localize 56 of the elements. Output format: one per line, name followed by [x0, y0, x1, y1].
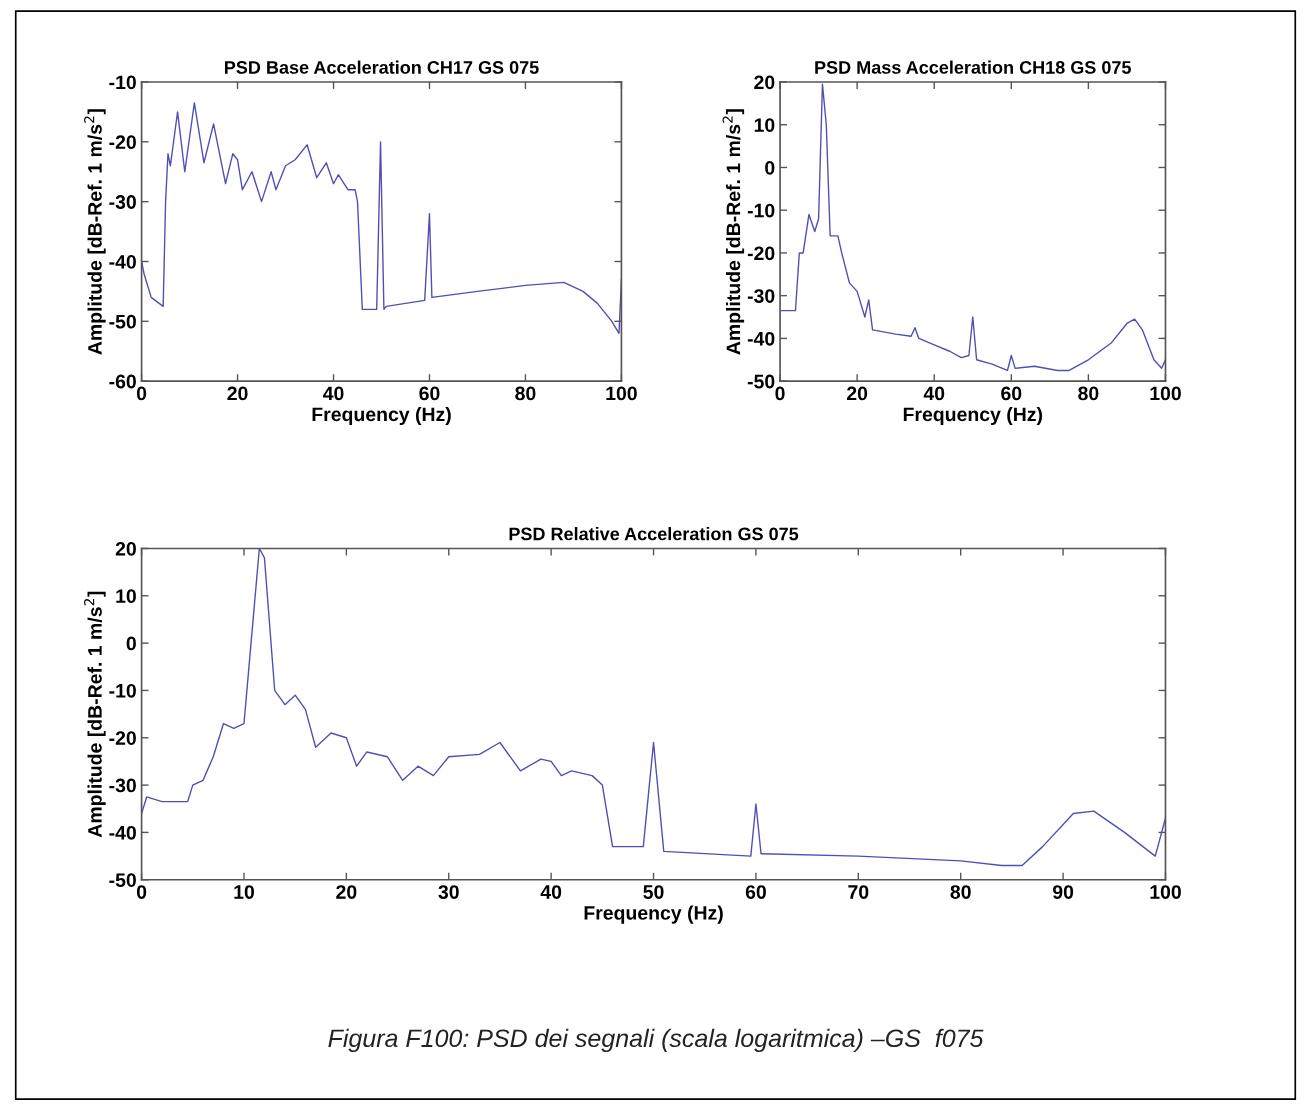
y-tick-label: -10 [109, 683, 136, 698]
y-tick-label: -30 [109, 195, 136, 209]
y-tick-label: -20 [109, 731, 136, 746]
y-tick-label: -10 [109, 75, 136, 90]
y-tick-label: 0 [126, 636, 136, 651]
x-tick-label: 50 [643, 885, 664, 899]
y-tick-label: 0 [765, 160, 775, 175]
y-tick-label: -30 [747, 289, 775, 303]
y-tick-label: -30 [109, 778, 136, 793]
x-tick-label: 90 [1052, 885, 1074, 899]
x-tick-label: 10 [234, 885, 254, 899]
x-tick-label: 70 [848, 885, 869, 899]
x-tick-label: 0 [136, 386, 147, 401]
y-tick-label: -20 [109, 135, 136, 150]
y-tick-label: -50 [747, 374, 775, 389]
x-tick-label: 100 [1150, 885, 1181, 899]
x-tick-label: 80 [515, 386, 536, 401]
y-tick-label: -40 [109, 254, 136, 269]
chart-title: PSD Relative Acceleration GS 075 [509, 527, 799, 541]
x-tick-label: 60 [419, 386, 440, 401]
x-tick-label: 80 [1078, 386, 1099, 401]
y-tick-label: 10 [116, 589, 136, 604]
y-tick-label: -10 [747, 203, 775, 218]
x-tick-label: 0 [775, 386, 785, 401]
x-tick-label: 30 [438, 885, 459, 899]
x-tick-label: 40 [323, 386, 344, 401]
x-tick-label: 0 [136, 885, 147, 899]
x-tick-label: 100 [606, 386, 637, 401]
x-axis-title: Frequency (Hz) [584, 905, 723, 924]
x-tick-label: 40 [923, 386, 945, 401]
y-tick-label: 20 [754, 75, 775, 90]
x-axis-title: Frequency (Hz) [903, 406, 1043, 426]
y-tick-label: 10 [754, 118, 775, 132]
x-tick-label: 100 [1150, 386, 1181, 401]
y-axis-title: Amplitude [dB-Ref. 1 m/s$^{2}$] [722, 109, 745, 355]
y-tick-label: 20 [115, 541, 136, 556]
y-tick-label: -60 [109, 374, 136, 389]
x-tick-label: 20 [846, 386, 868, 401]
y-axis-title: Amplitude [dB-Ref. 1 m/s$^{2}$] [84, 109, 106, 355]
y-tick-label: -20 [747, 246, 775, 261]
x-tick-label: 60 [745, 885, 766, 899]
x-tick-label: 20 [227, 386, 248, 401]
chart-title: PSD Mass Acceleration CH18 GS 075 [815, 60, 1131, 74]
line-series [141, 102, 622, 334]
chart-title: PSD Base Acceleration CH17 GS 075 [224, 60, 539, 74]
y-axis-title: Amplitude [dB-Ref. 1 m/s$^{2}$] [84, 591, 106, 838]
y-tick-label: -40 [747, 331, 775, 346]
x-tick-label: 80 [950, 885, 971, 899]
y-tick-label: -50 [109, 314, 136, 329]
y-tick-label: -40 [109, 825, 136, 840]
x-tick-label: 20 [336, 885, 357, 899]
x-tick-label: 40 [540, 885, 562, 899]
y-tick-label: -50 [109, 873, 136, 887]
text: Figura F100: PSD dei segnali (scala logaritmica) –GS f075 [328, 1028, 984, 1053]
x-axis-title: Frequency (Hz) [312, 406, 451, 426]
x-tick-label: 60 [1001, 386, 1022, 401]
